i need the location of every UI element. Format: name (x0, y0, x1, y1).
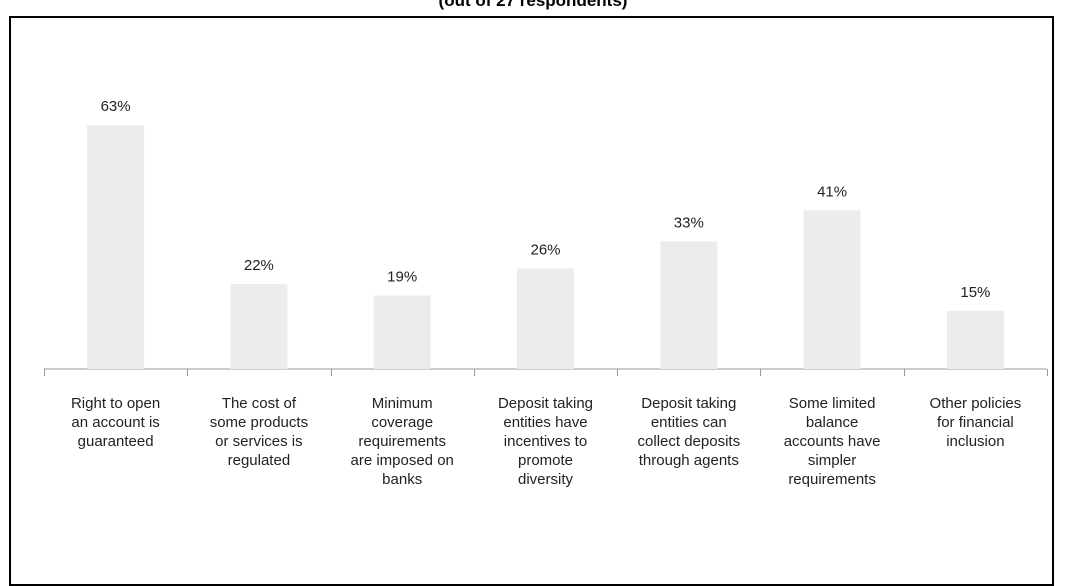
category-label: The cost of some products or services is… (209, 395, 309, 469)
bar (517, 268, 574, 369)
category-label: Right to open an account is guaranteed (70, 395, 161, 450)
bar-value-label: 22% (244, 257, 274, 274)
bar (87, 125, 145, 369)
bar-value-label: 19% (387, 269, 417, 286)
category-label: Minimum coverage requirements are impose… (350, 395, 454, 488)
bar-value-label: 15% (960, 284, 990, 301)
bar (803, 210, 861, 369)
bar-value-label: 26% (530, 241, 560, 258)
category-label: Deposit taking entities can collect depo… (637, 395, 741, 469)
bar (946, 310, 1004, 369)
bar (660, 241, 718, 369)
bar-value-label: 33% (674, 214, 704, 231)
bar-value-label: 63% (101, 98, 131, 115)
category-label: Some limited balance accounts have simpl… (783, 395, 881, 488)
bar-value-label: 41% (817, 183, 847, 200)
category-label: Deposit taking entities have incentives … (497, 395, 594, 488)
bar (373, 295, 431, 369)
bar (230, 283, 288, 369)
chart-subtitle: (out of 27 respondents) (438, 0, 628, 10)
category-label: Other policies for financial inclusion (929, 395, 1022, 450)
